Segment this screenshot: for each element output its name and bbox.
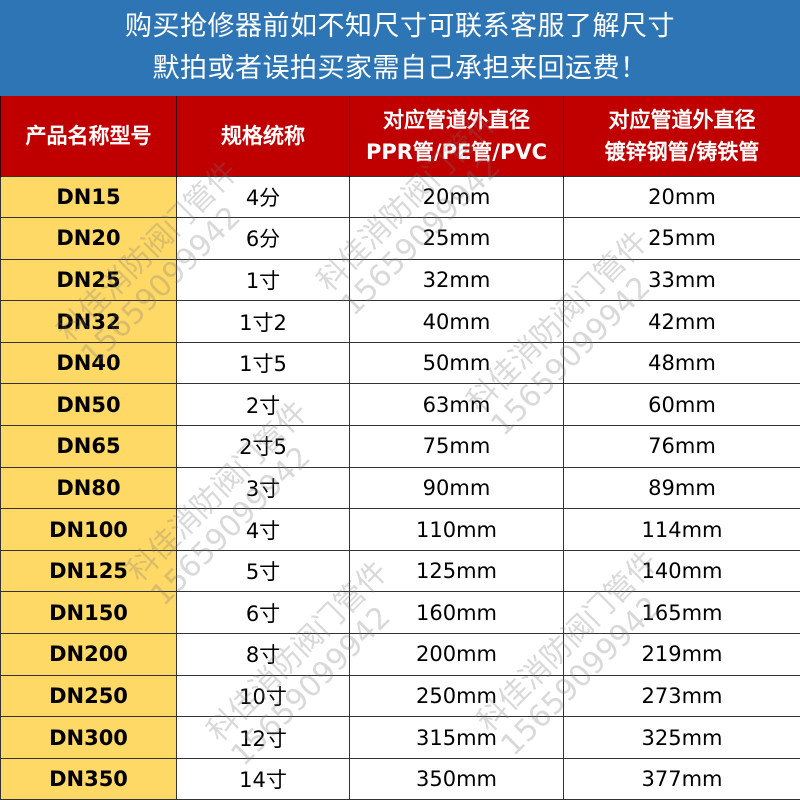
- header-label: 对应管道外直径: [608, 107, 756, 132]
- cell-model: DN65: [0, 425, 177, 468]
- cell-od-plastic: 20mm: [349, 175, 564, 219]
- cell-od-plastic: 63mm: [349, 383, 564, 427]
- cell-od-steel: 219mm: [563, 633, 800, 676]
- cell-model: DN20: [0, 217, 177, 260]
- table-row: DN150 6寸 160mm 165mm: [0, 591, 800, 635]
- table-row: DN125 5寸 125mm 140mm: [0, 549, 800, 593]
- cell-spec: 2寸5: [176, 425, 350, 468]
- cell-spec: 3寸: [176, 466, 350, 510]
- cell-model: DN80: [0, 466, 177, 510]
- cell-od-plastic: 200mm: [349, 633, 564, 676]
- cell-od-steel: 48mm: [563, 341, 800, 385]
- header-model: 产品名称型号: [0, 96, 177, 176]
- header-label: 规格统称: [221, 123, 305, 148]
- cell-od-steel: 33mm: [563, 258, 800, 302]
- table-row: DN40 1寸5 50mm 48mm: [0, 341, 800, 385]
- cell-od-plastic: 160mm: [349, 591, 564, 635]
- cell-od-steel: 325mm: [563, 716, 800, 759]
- cell-spec: 10寸: [176, 674, 350, 718]
- header-od-plastic: 对应管道外直径 PPR管/PE管/PVC: [349, 96, 564, 176]
- cell-od-steel: 89mm: [563, 466, 800, 510]
- cell-od-steel: 20mm: [563, 175, 800, 219]
- cell-model: DN300: [0, 716, 177, 759]
- cell-model: DN15: [0, 175, 177, 219]
- cell-od-plastic: 125mm: [349, 549, 564, 593]
- cell-model: DN40: [0, 341, 177, 385]
- cell-model: DN150: [0, 591, 177, 635]
- cell-spec: 14寸: [176, 757, 350, 800]
- cell-spec: 6分: [176, 217, 350, 260]
- cell-od-plastic: 40mm: [349, 300, 564, 343]
- table-row: DN80 3寸 90mm 89mm: [0, 466, 800, 510]
- header-sublabel: 镀锌钢管/铸铁管: [604, 139, 760, 164]
- cell-od-plastic: 90mm: [349, 466, 564, 510]
- cell-od-plastic: 75mm: [349, 425, 564, 468]
- table-row: DN65 2寸5 75mm 76mm: [0, 425, 800, 468]
- table-row: DN300 12寸 315mm 325mm: [0, 716, 800, 759]
- cell-od-steel: 60mm: [563, 383, 800, 427]
- cell-od-plastic: 50mm: [349, 341, 564, 385]
- table-row: DN350 14寸 350mm 377mm: [0, 757, 800, 800]
- cell-od-plastic: 32mm: [349, 258, 564, 302]
- cell-spec: 2寸: [176, 383, 350, 427]
- cell-spec: 4寸: [176, 508, 350, 551]
- cell-od-steel: 377mm: [563, 757, 800, 800]
- cell-od-plastic: 250mm: [349, 674, 564, 718]
- cell-od-steel: 165mm: [563, 591, 800, 635]
- table-row: DN250 10寸 250mm 273mm: [0, 674, 800, 718]
- table-row: DN100 4寸 110mm 114mm: [0, 508, 800, 551]
- table-row: DN200 8寸 200mm 219mm: [0, 633, 800, 676]
- cell-model: DN50: [0, 383, 177, 427]
- cell-od-steel: 25mm: [563, 217, 800, 260]
- table-row: DN32 1寸2 40mm 42mm: [0, 300, 800, 343]
- cell-od-steel: 273mm: [563, 674, 800, 718]
- header-label: 产品名称型号: [25, 123, 152, 148]
- cell-spec: 4分: [176, 175, 350, 219]
- cell-od-steel: 140mm: [563, 549, 800, 593]
- header-spec: 规格统称: [176, 96, 350, 176]
- cell-model: DN200: [0, 633, 177, 676]
- cell-od-plastic: 25mm: [349, 217, 564, 260]
- header-sublabel: PPR管/PE管/PVC: [365, 139, 548, 164]
- cell-model: DN100: [0, 508, 177, 551]
- cell-model: DN350: [0, 757, 177, 800]
- cell-spec: 1寸5: [176, 341, 350, 385]
- cell-od-steel: 76mm: [563, 425, 800, 468]
- cell-model: DN32: [0, 300, 177, 343]
- cell-spec: 12寸: [176, 716, 350, 759]
- notice-banner: 购买抢修器前如不知尺寸可联系客服了解尺寸 默拍或者误拍买家需自己承担来回运费！: [0, 0, 800, 96]
- cell-od-steel: 114mm: [563, 508, 800, 551]
- cell-spec: 8寸: [176, 633, 350, 676]
- cell-spec: 5寸: [176, 549, 350, 593]
- header-label: 对应管道外直径: [383, 107, 530, 132]
- size-table: 产品名称型号 规格统称 对应管道外直径 PPR管/PE管/PVC 对应管道外直径…: [0, 96, 800, 800]
- cell-od-plastic: 315mm: [349, 716, 564, 759]
- cell-od-steel: 42mm: [563, 300, 800, 343]
- table-row: DN20 6分 25mm 25mm: [0, 217, 800, 260]
- cell-spec: 6寸: [176, 591, 350, 635]
- table-row: DN25 1寸 32mm 33mm: [0, 258, 800, 302]
- table-row: DN15 4分 20mm 20mm: [0, 175, 800, 219]
- cell-model: DN125: [0, 549, 177, 593]
- notice-line-1: 购买抢修器前如不知尺寸可联系客服了解尺寸: [125, 11, 675, 42]
- notice-line-2: 默拍或者误拍买家需自己承担来回运费！: [152, 53, 648, 84]
- cell-od-plastic: 350mm: [349, 757, 564, 800]
- cell-model: DN25: [0, 258, 177, 302]
- header-od-steel: 对应管道外直径 镀锌钢管/铸铁管: [563, 96, 800, 176]
- cell-od-plastic: 110mm: [349, 508, 564, 551]
- table-row: DN50 2寸 63mm 60mm: [0, 383, 800, 427]
- cell-spec: 1寸2: [176, 300, 350, 343]
- cell-spec: 1寸: [176, 258, 350, 302]
- table-header-row: 产品名称型号 规格统称 对应管道外直径 PPR管/PE管/PVC 对应管道外直径…: [0, 96, 800, 176]
- cell-model: DN250: [0, 674, 177, 718]
